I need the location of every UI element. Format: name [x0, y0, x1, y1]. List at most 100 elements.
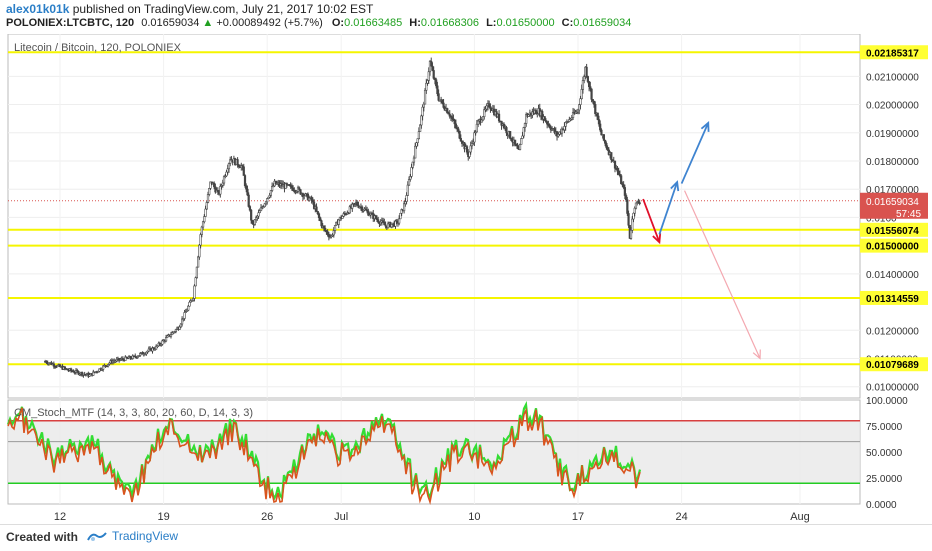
candle-body	[386, 223, 390, 229]
level-label-bg	[860, 290, 928, 305]
candle-body	[245, 185, 248, 190]
time-tick-label: 12	[54, 511, 66, 523]
candle-body	[229, 159, 232, 164]
candle-body	[606, 147, 609, 151]
candle-body	[266, 198, 269, 203]
candle-body	[432, 70, 435, 79]
candle-body	[197, 256, 200, 268]
tradingview-brand[interactable]: TradingView	[86, 529, 178, 543]
candle-body	[258, 210, 261, 214]
candle-body	[203, 216, 206, 223]
candle-body	[586, 76, 589, 82]
chart-canvas[interactable]: 0.02100000 0.02000000 0.01900000 0.01800000…	[0, 34, 932, 524]
candle-body	[536, 113, 539, 115]
candle-body	[324, 227, 327, 231]
candle-body	[458, 130, 461, 139]
candle-body	[516, 145, 519, 149]
candle-body	[193, 285, 196, 299]
candle-body	[470, 143, 474, 147]
footer: Created with TradingView	[0, 524, 932, 551]
candle-body	[481, 116, 485, 121]
candle-body	[522, 127, 525, 137]
candle-body	[299, 189, 302, 195]
candle-body	[332, 230, 335, 236]
candle-body	[255, 217, 258, 221]
time-tick-label: 24	[675, 511, 687, 523]
candle-body	[92, 371, 95, 376]
candle-body	[422, 103, 425, 108]
candle-body	[599, 123, 602, 131]
oscillator-tick-label: 50.0000	[866, 448, 903, 459]
level-labels: 0.02185317 0.01556074 0.01500000 0.01314559…	[860, 45, 928, 372]
candle-body	[480, 119, 483, 123]
symbol-interval: POLONIEX:LTCBTC, 120	[6, 17, 135, 29]
trend-arrow-line	[658, 181, 679, 235]
candle-body	[221, 182, 224, 186]
price-tick-label: 0.02000000	[866, 101, 919, 112]
close-value: 0.01659034	[573, 17, 632, 29]
candle-body	[179, 323, 182, 328]
candle-body	[310, 196, 313, 201]
candle-body	[600, 129, 603, 136]
candle-body	[592, 100, 596, 105]
time-axis[interactable]: 12 19 26 Jul 10 17 24 Aug	[54, 511, 810, 523]
candle-body	[56, 365, 59, 367]
tradingview-logo-icon	[87, 532, 107, 541]
candle-body	[518, 144, 522, 150]
candle-body	[208, 188, 211, 195]
candle-body	[604, 139, 607, 144]
candle-body	[616, 168, 619, 172]
candle-body	[333, 224, 337, 231]
candle-body	[454, 123, 458, 129]
change-value: +0.00089492 (+5.7%)	[216, 17, 323, 29]
low-label: L:	[486, 17, 497, 29]
price-pane-frame	[7, 34, 861, 399]
candle-body	[213, 182, 216, 188]
candle-body	[222, 176, 226, 184]
candle-body	[236, 159, 239, 166]
candle-body	[242, 166, 245, 176]
candle-body	[200, 226, 203, 235]
candle-body	[219, 186, 222, 195]
candle-body	[410, 167, 413, 177]
candle-body	[134, 355, 137, 358]
candle-body	[589, 86, 592, 90]
horizontal-levels[interactable]	[8, 51, 860, 366]
candle-body	[257, 212, 260, 217]
candle-body	[399, 212, 402, 220]
candle-body	[587, 81, 591, 87]
candle-body	[626, 199, 629, 214]
time-tick-label: Jul	[334, 511, 348, 523]
high-label: H:	[409, 17, 421, 29]
trend-arrows[interactable]	[642, 120, 761, 360]
candle-body	[425, 82, 428, 91]
candle-body	[430, 60, 433, 67]
candle-body	[579, 98, 582, 105]
stoch-d-line	[7, 407, 641, 505]
candle-body	[322, 225, 326, 229]
candle-body	[513, 139, 517, 145]
author-link[interactable]: alex01k01k	[6, 2, 70, 16]
candle-body	[420, 115, 423, 126]
candle-body	[187, 305, 190, 311]
candle-body	[563, 126, 566, 131]
candle-body	[188, 301, 191, 307]
candle-body	[583, 76, 586, 81]
candle-body	[596, 112, 599, 120]
candle-body	[178, 326, 181, 330]
grid	[8, 34, 860, 504]
candle-body	[225, 171, 228, 177]
candle-body	[610, 152, 613, 161]
low-value: 0.01650000	[496, 17, 555, 29]
oscillator-tick-label: 100.0000	[866, 396, 908, 407]
level-label-bg	[860, 222, 928, 237]
candle-body	[634, 202, 638, 209]
candle-body	[497, 113, 501, 122]
candle-body	[315, 206, 318, 212]
candle-body	[488, 103, 491, 107]
level-label: 0.01556074	[866, 226, 919, 237]
candle-body	[183, 312, 186, 319]
candle-body	[602, 134, 605, 141]
candle-body	[426, 80, 429, 84]
oscillator-tick-label: 75.0000	[866, 422, 903, 433]
